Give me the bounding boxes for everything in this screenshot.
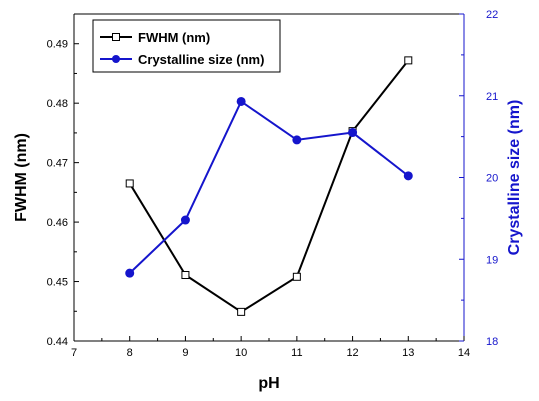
x-tick-label: 14 <box>458 347 470 359</box>
x-tick-label: 11 <box>291 347 302 359</box>
legend-label: Crystalline size (nm) <box>138 52 264 67</box>
data-point <box>292 135 302 145</box>
y-right-tick-label: 21 <box>486 91 498 103</box>
x-tick-label: 8 <box>127 347 133 359</box>
y-right-tick-label: 20 <box>486 173 498 185</box>
axis-labels: pH FWHM (nm) Crystalline size (nm) <box>13 100 523 392</box>
x-tick-label: 13 <box>402 347 414 359</box>
x-axis-title: pH <box>258 375 279 392</box>
legend-label: FWHM (nm) <box>138 30 210 45</box>
data-point <box>292 272 301 281</box>
y-left-tick-label: 0.47 <box>47 158 68 170</box>
series-layer <box>125 56 413 316</box>
legend-box <box>92 19 281 73</box>
data-point <box>237 307 246 316</box>
y-axis-left-title: FWHM (nm) <box>13 133 30 222</box>
y-left-tick-label: 0.44 <box>47 336 68 348</box>
x-tick-label: 9 <box>182 347 188 359</box>
series-line <box>128 59 410 314</box>
data-point <box>236 96 246 106</box>
axes-layer: 7 8 9 10 11 12 13 14 0.44 0.45 0.46 0.47 0.48 0.49 18 1… <box>47 9 499 359</box>
y-left-tick-label: 0.46 <box>47 217 68 229</box>
data-point <box>348 128 358 138</box>
x-tick-label: 12 <box>346 347 358 359</box>
data-point <box>125 268 135 278</box>
x-tick-label: 7 <box>71 347 77 359</box>
y-axis-right-title: Crystalline size (nm) <box>506 100 523 256</box>
legend-swatch-marker <box>112 33 120 41</box>
x-tick-label: 10 <box>235 347 247 359</box>
data-point <box>403 171 413 181</box>
data-point <box>181 271 190 280</box>
legend: FWHM (nm) Crystalline size (nm) <box>92 19 281 73</box>
y-left-tick-label: 0.48 <box>47 98 68 110</box>
y-right-tick-label: 19 <box>486 254 498 266</box>
y-right-tick-label: 18 <box>486 336 498 348</box>
y-left-tick-label: 0.49 <box>47 39 68 51</box>
legend-swatch-marker <box>112 55 120 63</box>
series-line <box>129 99 409 274</box>
data-point <box>125 179 134 188</box>
data-point <box>180 215 190 225</box>
data-point <box>404 56 413 65</box>
y-left-tick-label: 0.45 <box>47 277 68 289</box>
y-right-tick-label: 22 <box>486 9 498 21</box>
